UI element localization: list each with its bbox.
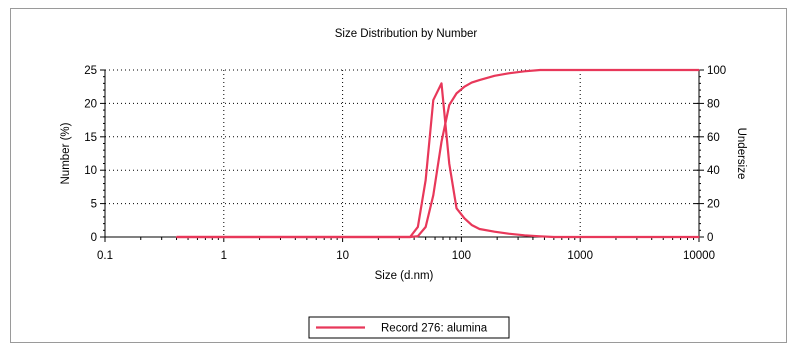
x-tick-label: 1 bbox=[221, 250, 227, 262]
data-point-number bbox=[471, 224, 473, 226]
data-point-undersize bbox=[342, 236, 344, 238]
y-tick-label: 25 bbox=[84, 65, 97, 77]
data-point-undersize bbox=[425, 226, 427, 228]
data-point-number bbox=[417, 226, 419, 228]
y2-tick-label: 20 bbox=[707, 199, 720, 211]
chart-canvas: 0.1 1 10 100 1000 10000 0 5 10 15 20 25 0 20 40 60 80 100… bbox=[60, 28, 747, 339]
data-point-number bbox=[432, 99, 434, 101]
x-tick-label: 1000 bbox=[567, 250, 593, 262]
data-point-undersize bbox=[409, 236, 411, 238]
data-point-number bbox=[463, 217, 466, 219]
y-axis-label: Number (%) bbox=[60, 122, 72, 184]
data-point-undersize bbox=[432, 194, 434, 196]
chart-title: Size Distribution by Number bbox=[335, 28, 478, 40]
x-tick-label: 10 bbox=[336, 250, 349, 262]
data-point-undersize bbox=[553, 69, 555, 71]
y-tick-label: 15 bbox=[84, 132, 97, 144]
y-tick-label: 0 bbox=[91, 232, 97, 244]
data-point-undersize bbox=[455, 92, 458, 94]
data-point-undersize bbox=[493, 75, 496, 77]
labels: 0.1 1 10 100 1000 10000 0 5 10 15 20 25 0 20 40 60 80 100… bbox=[60, 28, 747, 282]
data-point-number bbox=[553, 236, 555, 238]
chart-panel: 0.1 1 10 100 1000 10000 0 5 10 15 20 25 0 20 40 60 80 100… bbox=[10, 8, 787, 343]
data-point-undersize bbox=[508, 72, 510, 74]
y2-axis-label: Undersize bbox=[735, 128, 747, 180]
y2-tick-label: 60 bbox=[707, 132, 720, 144]
data-point-number bbox=[448, 162, 450, 165]
data-point-number bbox=[508, 233, 510, 235]
data-point-undersize bbox=[417, 235, 419, 237]
x-axis-label: Size (d.nm) bbox=[375, 270, 434, 282]
legend: Record 276: alumina bbox=[308, 316, 510, 339]
x-tick-label: 10000 bbox=[683, 250, 715, 262]
y-tick-label: 5 bbox=[91, 199, 97, 211]
data-point-number bbox=[493, 231, 496, 233]
grid bbox=[105, 69, 699, 237]
data-point-undersize bbox=[463, 86, 466, 88]
data-point-number bbox=[425, 179, 427, 181]
data-point-number bbox=[523, 234, 526, 236]
y-tick-label: 10 bbox=[84, 165, 97, 177]
data-point-undersize bbox=[698, 69, 700, 71]
y2-tick-label: 0 bbox=[707, 232, 713, 244]
data-point-undersize bbox=[539, 69, 541, 71]
data-point-undersize bbox=[448, 104, 450, 106]
x-tick-label: 0.1 bbox=[97, 250, 113, 262]
data-point-undersize bbox=[440, 141, 443, 143]
y2-tick-label: 80 bbox=[707, 98, 720, 110]
data-point-undersize bbox=[175, 236, 178, 238]
data-point-number bbox=[455, 207, 458, 209]
series-line-undersize bbox=[176, 68, 699, 239]
legend-label: Record 276: alumina bbox=[381, 323, 488, 335]
data-point-undersize bbox=[523, 70, 526, 72]
data-point-number bbox=[698, 236, 700, 238]
data-point-undersize bbox=[478, 79, 481, 81]
data-point-undersize bbox=[223, 236, 225, 238]
legend-box bbox=[308, 316, 510, 339]
data-point-number bbox=[440, 82, 443, 84]
data-point-undersize bbox=[471, 81, 473, 84]
y2-tick-label: 40 bbox=[707, 165, 720, 177]
series-layer bbox=[175, 68, 700, 239]
x-tick-label: 100 bbox=[452, 250, 471, 262]
y2-tick-label: 100 bbox=[707, 65, 726, 77]
data-point-number bbox=[478, 228, 481, 230]
data-point-number bbox=[539, 235, 541, 237]
axes bbox=[100, 69, 704, 242]
y-tick-label: 20 bbox=[84, 98, 97, 110]
